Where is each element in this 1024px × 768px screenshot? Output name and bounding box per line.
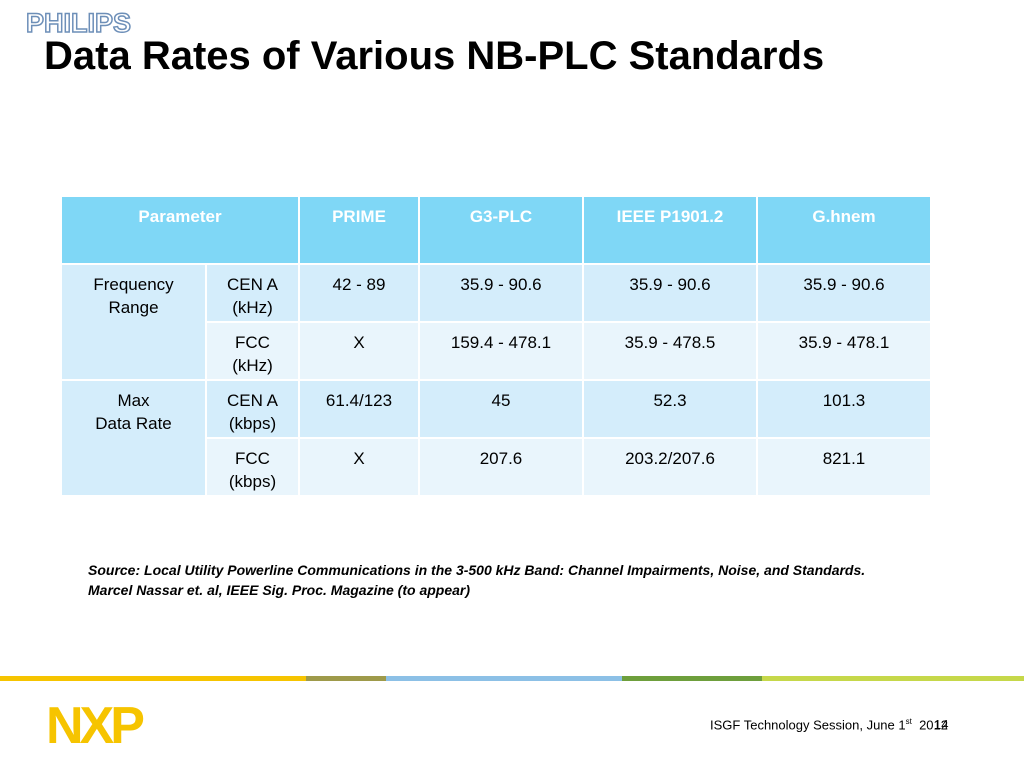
unit-label: CEN A (kbps) <box>205 379 300 439</box>
value-cell: 45 <box>418 379 584 439</box>
table-row: FCC (kbps) X 207.6 203.2/207.6 821.1 <box>61 437 932 497</box>
unit-label: CEN A (kHz) <box>205 263 300 323</box>
source-note: Source: Local Utility Powerline Communic… <box>88 562 866 598</box>
divider-segment <box>386 676 622 681</box>
value-cell: 35.9 - 478.1 <box>756 321 932 381</box>
value-cell: 101.3 <box>756 379 932 439</box>
divider-segment <box>0 676 306 681</box>
unit-label: FCC (kHz) <box>205 321 300 381</box>
table-row: Max Data Rate CEN A (kbps) 61.4/123 45 52.3 1… <box>60 379 932 497</box>
page-number: 14 <box>934 717 949 732</box>
value-cell: 821.1 <box>756 437 932 497</box>
value-cell: 42 - 89 <box>298 263 420 323</box>
table-row: FCC (kHz) X 159.4 - 478.1 35.9 - 478.5 35.9 … <box>61 321 932 381</box>
divider-segment <box>762 676 1024 681</box>
slide-title: Data Rates of Various NB-PLC Standards <box>44 34 825 78</box>
header-cell: IEEE P1901.2 <box>582 195 758 265</box>
footer-text: ISGF Technology Session, June 1st 2012 <box>710 717 948 732</box>
header-cell: Parameter <box>60 195 300 265</box>
group-label: Max Data Rate <box>60 379 207 497</box>
header-cell: G.hnem <box>756 195 932 265</box>
value-cell: 61.4/123 <box>298 379 420 439</box>
footer-year: 2012 <box>919 717 948 733</box>
group-label: Frequency Range <box>60 263 207 381</box>
header-cell: G3-PLC <box>418 195 584 265</box>
table-row: Frequency Range CEN A (kHz) 42 - 89 35.9 - … <box>60 263 932 381</box>
header-row: Parameter PRIME G3-PLC IEEE P1901.2 G.hnem <box>60 195 932 265</box>
data-table: Parameter PRIME G3-PLC IEEE P1901.2 G.hnem F… <box>60 195 932 497</box>
divider-segment <box>622 676 762 681</box>
value-cell: X <box>298 321 420 381</box>
footer-superscript: st <box>905 717 912 726</box>
value-cell: X <box>298 437 420 497</box>
header-cell: PRIME <box>298 195 420 265</box>
value-cell: 35.9 - 90.6 <box>582 263 758 323</box>
value-cell: 207.6 <box>418 437 584 497</box>
value-cell: 52.3 <box>582 379 758 439</box>
value-cell: 35.9 - 478.5 <box>582 321 758 381</box>
value-cell: 35.9 - 90.6 <box>756 263 932 323</box>
value-cell: 159.4 - 478.1 <box>418 321 584 381</box>
footer-session: ISGF Technology Session, June 1 <box>710 717 906 733</box>
table-body: Frequency Range CEN A (kHz) 42 - 89 35.9 - … <box>60 263 932 497</box>
value-cell: 35.9 - 90.6 <box>418 263 584 323</box>
nxp-logo: NXP <box>46 697 145 755</box>
unit-label: FCC (kbps) <box>205 437 300 497</box>
divider-segment <box>306 676 386 681</box>
value-cell: 203.2/207.6 <box>582 437 758 497</box>
table-header: Parameter PRIME G3-PLC IEEE P1901.2 G.hnem <box>60 195 932 265</box>
brand-logo: PHILIPS <box>25 7 132 39</box>
